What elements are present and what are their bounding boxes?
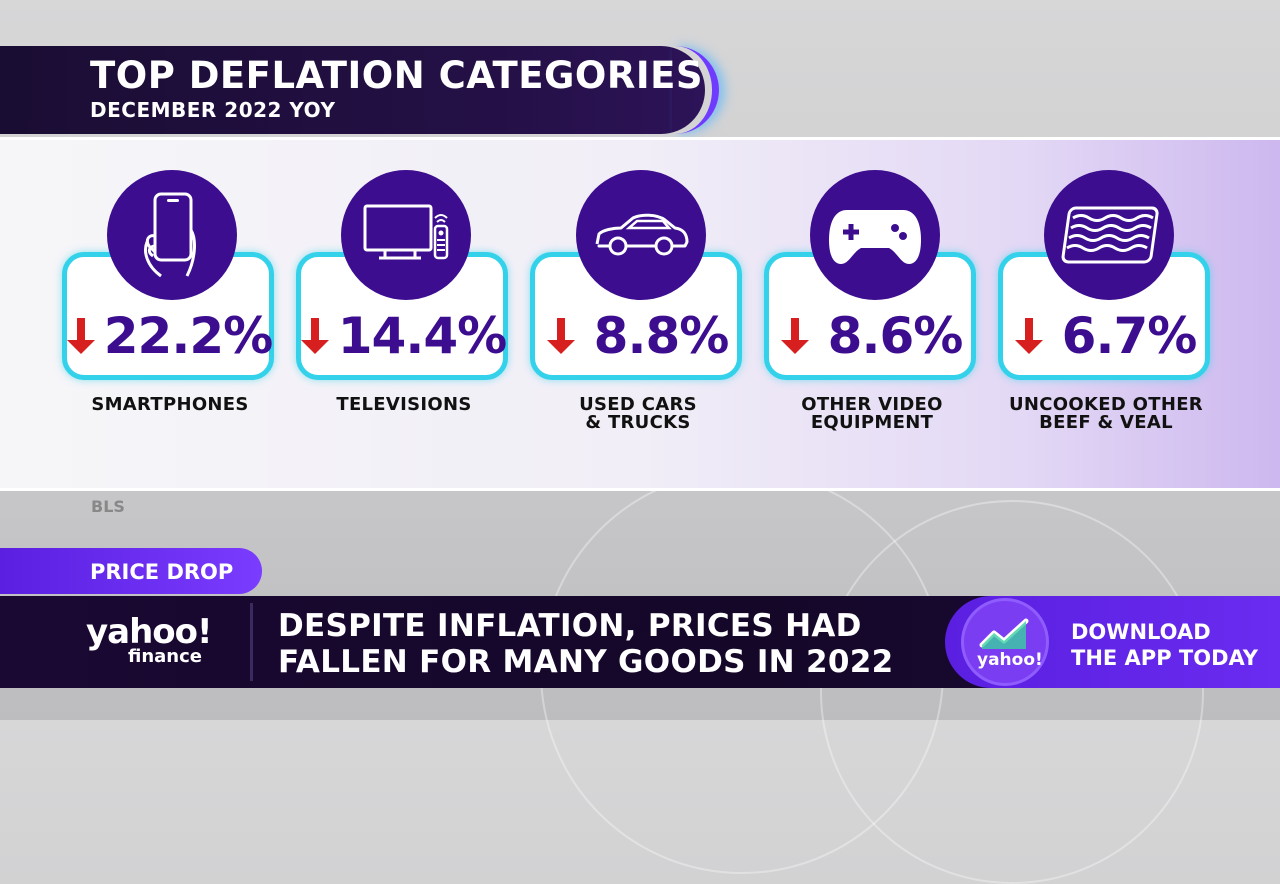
- game-controller-icon: [810, 170, 940, 300]
- car-icon: [576, 170, 706, 300]
- divider: [250, 603, 253, 681]
- down-arrow-icon: [300, 318, 329, 354]
- value-row-smartphones: 22.2%: [62, 306, 274, 366]
- app-yahoo-logo: yahoo!: [977, 650, 1043, 670]
- page-title: TOP DEFLATION CATEGORIES: [90, 54, 704, 97]
- category-label: SMARTPHONES: [91, 394, 249, 415]
- down-arrow-icon: [1014, 318, 1043, 354]
- category-label: USED CARS & TRUCKS: [579, 394, 697, 433]
- deflation-value: 22.2%: [103, 307, 273, 365]
- value-row-video-equipment: 8.6%: [764, 306, 976, 366]
- deflation-value: 8.8%: [593, 307, 730, 365]
- value-row-televisions: 14.4%: [296, 306, 508, 366]
- deflation-value: 6.7%: [1061, 307, 1198, 365]
- down-arrow-icon: [546, 318, 575, 354]
- value-row-beef-veal: 6.7%: [998, 306, 1210, 366]
- smartphone-icon: [107, 170, 237, 300]
- source-label: BLS: [91, 497, 125, 516]
- value-row-used-cars: 8.8%: [530, 306, 742, 366]
- yahoo-logo: yahoo!: [86, 612, 213, 652]
- category-label: OTHER VIDEO EQUIPMENT: [801, 394, 943, 433]
- category-label: UNCOOKED OTHER BEEF & VEAL: [1009, 394, 1203, 433]
- deflation-value: 14.4%: [337, 307, 507, 365]
- yahoo-finance-app-icon[interactable]: [961, 598, 1049, 686]
- bacon-meat-icon: [1044, 170, 1174, 300]
- page-subtitle: DECEMBER 2022 YOY: [90, 98, 336, 122]
- category-card-beef-veal: [998, 252, 1210, 380]
- chart-trend-icon: [979, 618, 1029, 649]
- category-label: TELEVISIONS: [336, 394, 472, 415]
- background-circle: [820, 500, 1204, 884]
- title-banner: [0, 46, 719, 134]
- topic-tag: [0, 548, 262, 594]
- finance-logo-text: finance: [128, 646, 202, 667]
- topic-tag-label: PRICE DROP: [90, 560, 234, 584]
- deflation-value: 8.6%: [827, 307, 964, 365]
- download-app-cta[interactable]: DOWNLOAD THE APP TODAY: [1071, 620, 1258, 670]
- down-arrow-icon: [66, 318, 95, 354]
- television-icon: [341, 170, 471, 300]
- down-arrow-icon: [780, 318, 809, 354]
- headline: DESPITE INFLATION, PRICES HAD FALLEN FOR…: [278, 608, 894, 680]
